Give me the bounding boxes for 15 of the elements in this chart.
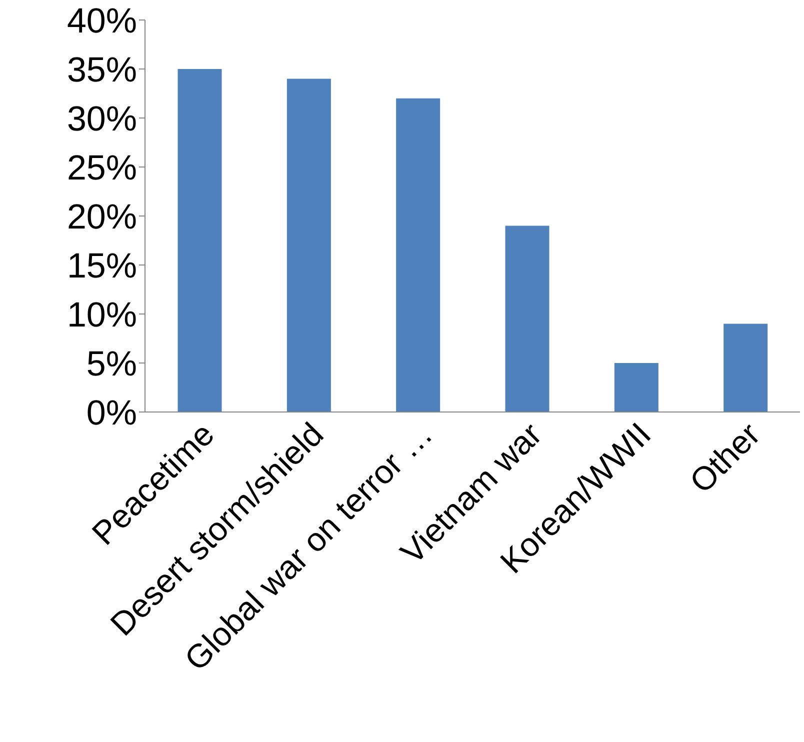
- bar: [724, 324, 768, 412]
- y-tick-label: 10%: [66, 295, 137, 334]
- y-tick-label: 0%: [86, 393, 137, 432]
- y-tick-label: 25%: [66, 148, 137, 188]
- y-tick-label: 5%: [86, 344, 137, 384]
- y-tick-label: 15%: [66, 246, 137, 286]
- y-tick-label: 35%: [66, 50, 137, 90]
- bar: [178, 69, 222, 412]
- bar: [396, 98, 440, 412]
- y-tick-label: 20%: [66, 197, 137, 236]
- bar: [614, 363, 658, 412]
- y-tick-label: 40%: [66, 1, 137, 40]
- bar: [505, 226, 550, 412]
- bar: [286, 78, 331, 412]
- y-tick-label: 30%: [66, 99, 137, 138]
